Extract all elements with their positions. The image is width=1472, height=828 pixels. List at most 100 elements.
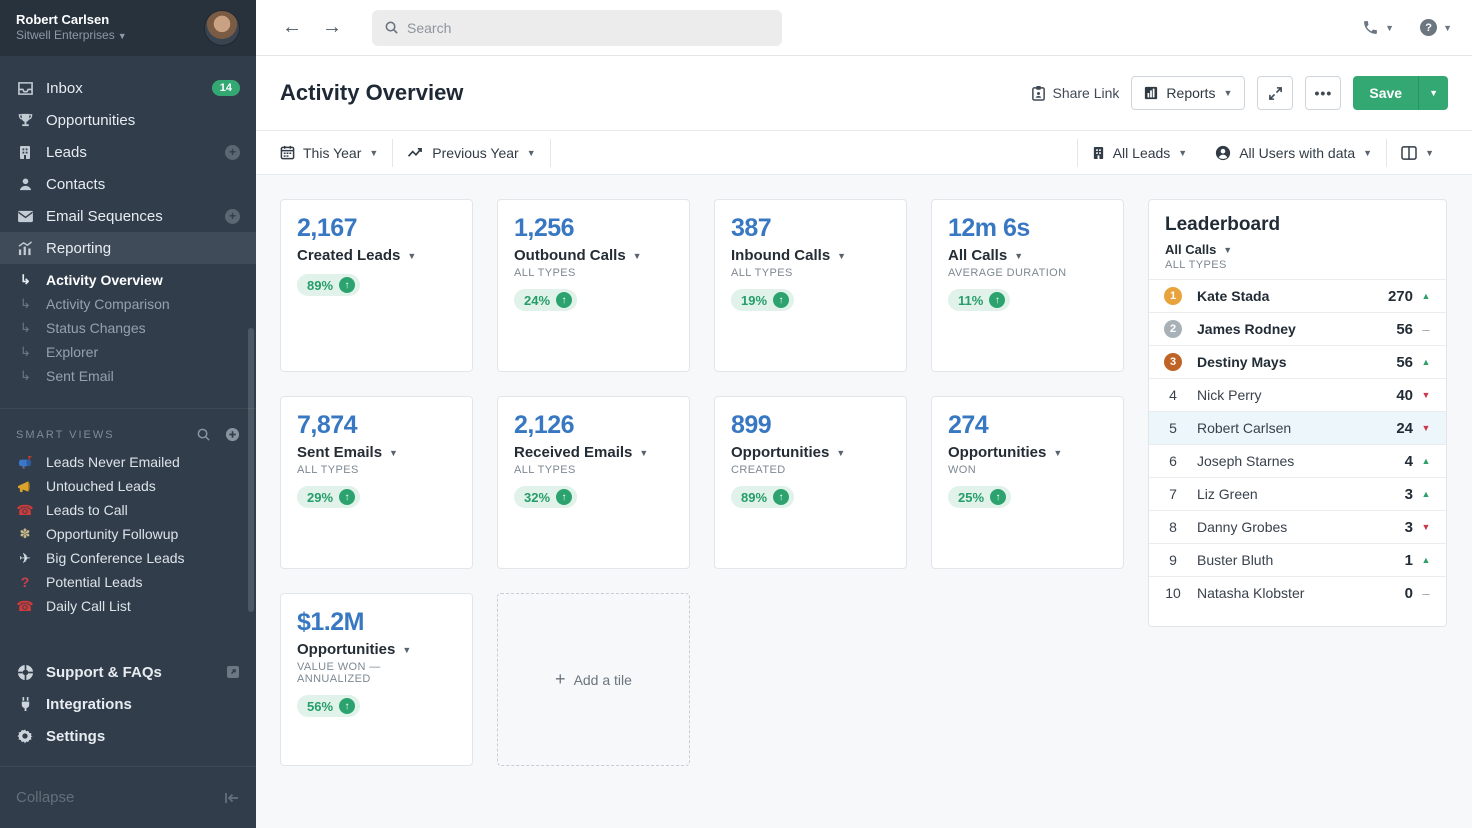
add-icon[interactable]: + [225, 208, 240, 224]
leaderboard-row[interactable]: 2 James Rodney 56– [1149, 312, 1446, 345]
subnav-item-activity-comparison[interactable]: ↳ Activity Comparison [0, 292, 256, 316]
tile-value[interactable]: 12m 6s [948, 214, 1030, 242]
leaderboard-name: Robert Carlsen [1197, 420, 1292, 436]
chevron-down-icon: ▼ [639, 447, 649, 458]
sidebar-item-email-sequences[interactable]: Email Sequences + [0, 200, 256, 232]
tile-metric-dropdown[interactable]: Outbound Calls ▼ [514, 247, 673, 264]
leaderboard-row[interactable]: 4 Nick Perry 40 ▼ [1149, 378, 1446, 411]
help-icon: ? [1420, 19, 1438, 36]
more-options-button[interactable]: ••• [1305, 76, 1342, 110]
smart-view-big-conference-leads[interactable]: ✈ Big Conference Leads [0, 546, 256, 570]
search-icon [384, 20, 399, 35]
sidebar-item-inbox[interactable]: Inbox 14 [0, 72, 256, 104]
leaderboard-row[interactable]: 9 Buster Bluth 1 ▲ [1149, 543, 1446, 576]
tile-metric-dropdown[interactable]: Opportunities ▼ [948, 444, 1107, 461]
smart-view-leads-never-emailed[interactable]: Leads Never Emailed [0, 450, 256, 474]
tile-value[interactable]: 387 [731, 214, 772, 242]
leaderboard-row[interactable]: 1 Kate Stada 270 ▲ [1149, 279, 1446, 312]
chevron-down-icon: ▼ [837, 250, 847, 261]
tile-value[interactable]: 1,256 [514, 214, 575, 242]
reports-dropdown[interactable]: Reports ▼ [1131, 76, 1246, 110]
tile-metric-dropdown[interactable]: All Calls ▼ [948, 247, 1107, 264]
chart-icon [16, 240, 34, 256]
smart-view-daily-call-list[interactable]: ☎ Daily Call List [0, 594, 256, 618]
account-switcher[interactable]: Robert Carlsen Sitwell Enterprises ▼ [0, 0, 256, 56]
layout-columns-selector[interactable]: ▼ [1387, 145, 1448, 160]
trend-up-icon: ↑ [556, 292, 573, 308]
tile-metric-dropdown[interactable]: Inbound Calls ▼ [731, 247, 890, 264]
tile-metric-dropdown[interactable]: Opportunities ▼ [297, 641, 456, 658]
building-icon [1092, 146, 1105, 160]
leaderboard-row[interactable]: 10 Natasha Klobster 0– [1149, 576, 1446, 609]
tile-value[interactable]: 7,874 [297, 411, 358, 439]
change-percent: 19% [741, 292, 768, 308]
tile-metric-dropdown[interactable]: Sent Emails ▼ [297, 444, 456, 461]
sidebar-item-label: Reporting [46, 239, 112, 257]
help-menu[interactable]: ? ▼ [1420, 19, 1452, 36]
red-phone-icon: ☎ [16, 597, 34, 614]
add-smart-view-icon[interactable] [225, 427, 240, 442]
add-icon[interactable]: + [225, 144, 240, 160]
smart-view-untouched-leads[interactable]: Untouched Leads [0, 474, 256, 498]
sidebar-item-reporting[interactable]: Reporting [0, 232, 256, 264]
sidebar-item-integrations[interactable]: Integrations [0, 688, 256, 720]
leaderboard-metric-dropdown[interactable]: All Calls ▼ [1165, 242, 1233, 257]
sidebar-item-opportunities[interactable]: Opportunities [0, 104, 256, 136]
back-arrow-icon[interactable]: ← [282, 16, 302, 38]
subnav-item-activity-overview[interactable]: ↳ Activity Overview [0, 268, 256, 292]
search-input[interactable] [407, 19, 770, 36]
leaderboard-value: 1 [1404, 551, 1413, 569]
chevron-down-icon: ▼ [1053, 447, 1063, 458]
leaderboard-row[interactable]: 8 Danny Grobes 3 ▼ [1149, 510, 1446, 543]
tile-value[interactable]: 899 [731, 411, 772, 439]
leaderboard-row[interactable]: 7 Liz Green 3 ▲ [1149, 477, 1446, 510]
sidebar-scrollbar[interactable] [248, 328, 254, 612]
forward-arrow-icon[interactable]: → [322, 16, 342, 38]
smart-view-label: Leads Never Emailed [46, 454, 180, 470]
metric-tile: 387 Inbound Calls ▼ ALL TYPES 19% ↑ [714, 199, 907, 372]
tile-value[interactable]: 2,126 [514, 411, 575, 439]
change-badge: 24% ↑ [514, 289, 578, 311]
tile-value[interactable]: 2,167 [297, 214, 358, 242]
avatar[interactable] [204, 10, 240, 46]
org-name[interactable]: Sitwell Enterprises ▼ [16, 28, 127, 42]
collapse-button[interactable]: Collapse [0, 766, 256, 828]
change-badge: 29% ↑ [297, 486, 361, 508]
date-range-filter[interactable]: This Year ▼ [280, 145, 392, 161]
search-icon[interactable] [196, 427, 211, 442]
tile-value[interactable]: 274 [948, 411, 989, 439]
save-dropdown[interactable]: ▼ [1418, 76, 1448, 110]
leaderboard-row[interactable]: 3 Destiny Mays 56 ▲ [1149, 345, 1446, 378]
tile-metric-dropdown[interactable]: Received Emails ▼ [514, 444, 673, 461]
comparison-filter[interactable]: Previous Year ▼ [393, 145, 549, 161]
sidebar-item-leads[interactable]: Leads + [0, 136, 256, 168]
question-icon: ? [20, 574, 30, 590]
leaderboard-row[interactable]: 6 Joseph Starnes 4 ▲ [1149, 444, 1446, 477]
subnav-item-explorer[interactable]: ↳ Explorer [0, 340, 256, 364]
smart-view-potential-leads[interactable]: ? Potential Leads [0, 570, 256, 594]
change-badge: 25% ↑ [948, 486, 1012, 508]
smart-view-leads-to-call[interactable]: ☎ Leads to Call [0, 498, 256, 522]
share-link-button[interactable]: Share Link [1031, 85, 1119, 101]
save-button[interactable]: Save [1353, 76, 1419, 110]
fullscreen-button[interactable] [1257, 76, 1294, 110]
external-link-icon [226, 665, 240, 679]
search-box[interactable] [372, 9, 782, 46]
subnav-item-sent-email[interactable]: ↳ Sent Email [0, 364, 256, 388]
sidebar-item-settings[interactable]: Settings [0, 720, 256, 752]
subnav-item-status-changes[interactable]: ↳ Status Changes [0, 316, 256, 340]
leaderboard-rows: 1 Kate Stada 270 ▲ 2 James Rodney 56–3 Destiny … [1149, 279, 1446, 609]
phone-menu[interactable]: ▼ [1362, 19, 1394, 36]
smart-view-opportunity-followup[interactable]: ✽ Opportunity Followup [0, 522, 256, 546]
tile-value[interactable]: $1.2M [297, 608, 364, 636]
leads-filter[interactable]: All Leads ▼ [1078, 145, 1202, 161]
tile-metric-dropdown[interactable]: Opportunities ▼ [731, 444, 890, 461]
sidebar-item-contacts[interactable]: Contacts [0, 168, 256, 200]
leaderboard-row[interactable]: 5 Robert Carlsen 24 ▼ [1149, 411, 1446, 444]
add-tile-button[interactable]: + Add a tile [497, 593, 690, 766]
tile-subtitle: ALL TYPES [514, 464, 576, 476]
sidebar-item-support-faqs[interactable]: Support & FAQs [0, 656, 256, 688]
users-filter[interactable]: All Users with data ▼ [1201, 145, 1386, 161]
tile-metric-dropdown[interactable]: Created Leads ▼ [297, 247, 456, 264]
building-icon [16, 145, 34, 160]
